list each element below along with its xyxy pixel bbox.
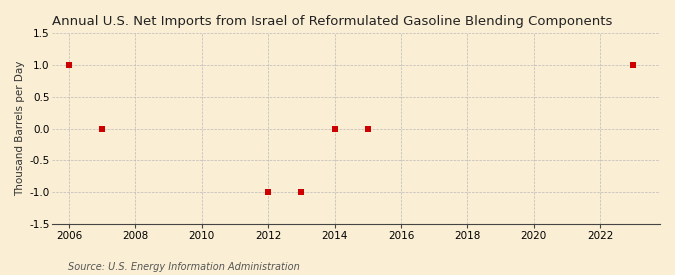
Point: [362, 126, 373, 131]
Point: [329, 126, 340, 131]
Point: [628, 63, 639, 67]
Point: [63, 63, 74, 67]
Text: Source: U.S. Energy Information Administration: Source: U.S. Energy Information Administ…: [68, 262, 299, 272]
Point: [263, 190, 273, 194]
Point: [97, 126, 107, 131]
Point: [296, 190, 306, 194]
Text: Annual U.S. Net Imports from Israel of Reformulated Gasoline Blending Components: Annual U.S. Net Imports from Israel of R…: [53, 15, 613, 28]
Y-axis label: Thousand Barrels per Day: Thousand Barrels per Day: [15, 61, 25, 196]
